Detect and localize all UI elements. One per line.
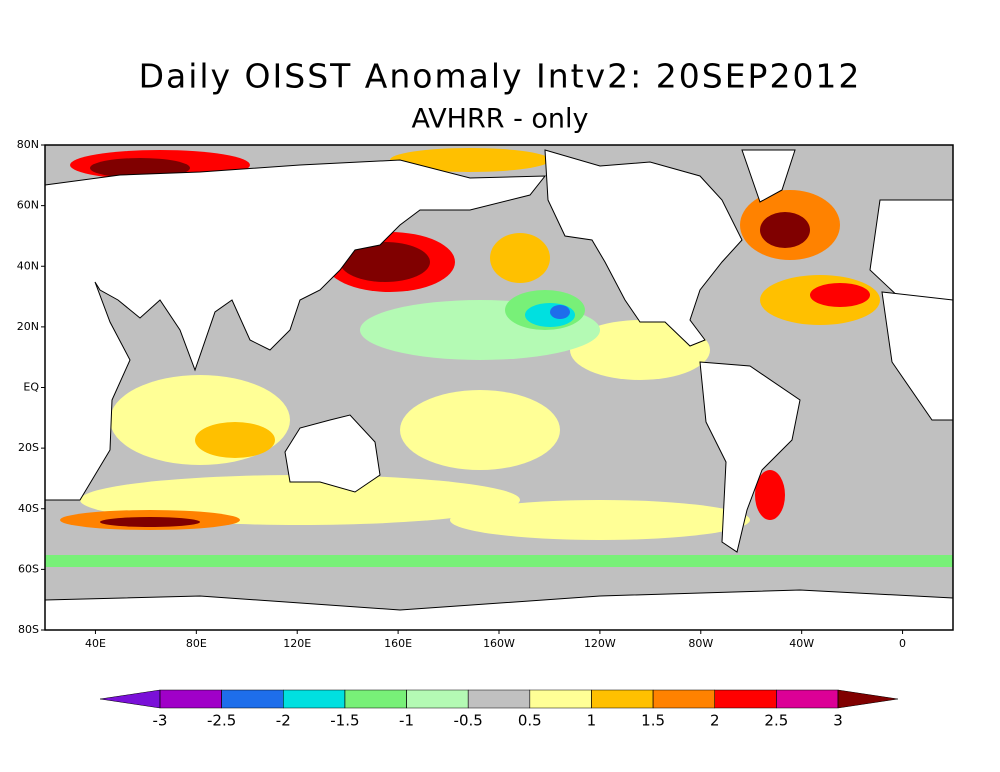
colorbar-end	[99, 689, 161, 709]
x-tick-label: 80W	[688, 637, 713, 650]
colorbar-label: -3	[153, 712, 168, 730]
x-tick-label: 160E	[384, 637, 412, 650]
colorbar-label: 0.5	[518, 712, 542, 730]
colorbar-box	[406, 689, 469, 709]
x-tick-label: 120E	[283, 637, 311, 650]
y-tick-label: 20S	[18, 441, 39, 454]
map-field	[45, 145, 953, 630]
y-tick-label: 20N	[17, 320, 39, 333]
colorbar-box	[529, 689, 592, 709]
colorbar-box	[283, 689, 346, 709]
colorbar-label: -1	[399, 712, 414, 730]
x-tick-label: 40E	[85, 637, 106, 650]
colorbar-end	[837, 689, 899, 709]
colorbar-label: -1.5	[330, 712, 359, 730]
y-tick-label: 80S	[18, 623, 39, 636]
x-tick-label: 80E	[186, 637, 207, 650]
colorbar-box	[776, 689, 839, 709]
colorbar-label: 3	[833, 712, 843, 730]
colorbar-box	[652, 689, 715, 709]
x-tick-label: 40W	[789, 637, 814, 650]
y-tick-label: 60N	[17, 199, 39, 212]
colorbar-label: 1.5	[641, 712, 665, 730]
y-tick-label: 60S	[18, 562, 39, 575]
subtitle: AVHRR - only	[411, 104, 588, 135]
land	[45, 149, 953, 630]
title: Daily OISST Anomaly Intv2: 20SEP2012	[139, 57, 862, 96]
colorbar-label: 2.5	[764, 712, 788, 730]
colorbar-box	[591, 689, 654, 709]
y-tick-label: 40S	[18, 502, 39, 515]
colorbar-label: 1	[587, 712, 597, 730]
y-tick-label: 80N	[17, 138, 39, 151]
colorbar-box	[159, 689, 222, 709]
colorbar-label: -2	[276, 712, 291, 730]
y-tick-label: EQ	[23, 381, 39, 394]
colorbar-label: 2	[710, 712, 720, 730]
colorbar-box	[344, 689, 407, 709]
x-tick-label: 120W	[584, 637, 616, 650]
y-tick-label: 40N	[17, 259, 39, 272]
colorbar-label: -2.5	[207, 712, 236, 730]
x-tick-label: 160W	[483, 637, 515, 650]
colorbar-box	[467, 689, 531, 709]
x-tick-label: 0	[899, 637, 906, 650]
colorbar-box	[221, 689, 284, 709]
colorbar-label: -0.5	[454, 712, 483, 730]
colorbar-box	[714, 689, 777, 709]
